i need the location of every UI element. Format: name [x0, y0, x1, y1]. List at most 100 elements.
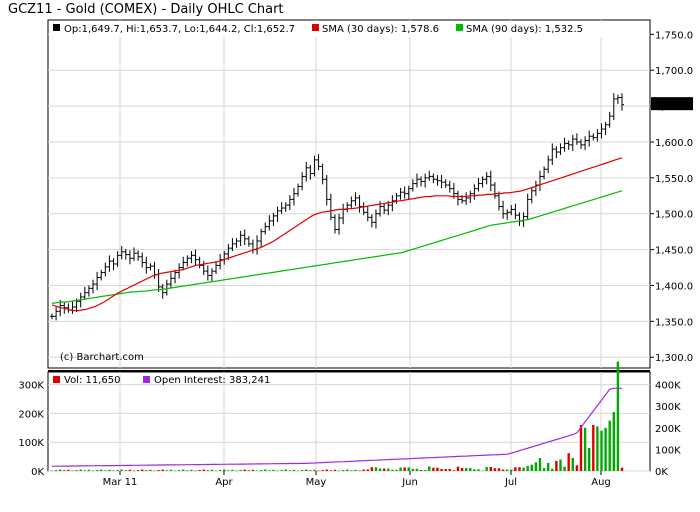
volume-bar: [132, 470, 136, 472]
volume-bar: [395, 469, 398, 471]
volume-bar: [419, 470, 423, 471]
volume-bar: [456, 466, 460, 471]
volume-bar: [95, 470, 99, 471]
last-price-label: 1,652.7: [654, 100, 692, 111]
volume-bar: [616, 361, 620, 471]
open-interest-line: [51, 387, 622, 467]
volume-bar: [546, 462, 550, 471]
volume-bar: [75, 470, 78, 471]
volume-bar: [497, 468, 501, 471]
volume-bar: [510, 469, 513, 471]
price-ytick-label: 1,450.0: [655, 246, 693, 257]
volume-bar: [173, 470, 177, 472]
volume-bar: [350, 470, 353, 471]
volume-bar: [485, 466, 488, 471]
volume-bar: [309, 470, 312, 471]
volume-left-tick-label: 200K: [18, 409, 44, 420]
volume-bar: [194, 470, 197, 472]
volume-bar: [136, 470, 140, 471]
sma90-legend-swatch: [456, 24, 463, 31]
volume-bar: [83, 470, 87, 471]
x-tick-label: Apr: [215, 477, 233, 488]
price-ytick-label: 1,400.0: [655, 281, 693, 292]
volume-bar: [313, 469, 316, 471]
volume-bar: [202, 469, 205, 471]
volume-bar: [551, 468, 554, 471]
volume-panel-frame: [47, 371, 651, 472]
volume-bar: [79, 469, 82, 471]
volume-bar: [296, 470, 300, 472]
volume-bar: [292, 469, 296, 471]
volume-right-tick-label: 400K: [655, 381, 681, 392]
volume-bar: [358, 470, 361, 472]
volume-bar: [300, 470, 304, 471]
volume-bar: [415, 468, 419, 471]
volume-bar: [567, 453, 570, 471]
volume-bar: [239, 470, 242, 471]
volume-bar: [272, 469, 275, 471]
volume-bar: [366, 469, 369, 471]
volume-bar: [317, 470, 320, 472]
volume-bar: [268, 470, 271, 471]
volume-bar: [63, 470, 66, 471]
volume-bar: [489, 466, 492, 471]
volume-bar: [141, 469, 144, 471]
volume-bar: [592, 424, 595, 471]
volume-bar: [460, 467, 464, 471]
volume-bar: [247, 470, 251, 471]
volume-bar: [276, 470, 279, 472]
ohlc-legend-text: Op:1,649.7, Hi:1,653.7, Lo:1,644.2, Cl:1…: [64, 24, 295, 35]
volume-bar: [387, 468, 390, 471]
volume-bar: [583, 427, 587, 471]
volume-bar: [124, 470, 128, 471]
volume-bar: [481, 470, 484, 472]
volume-bar: [259, 470, 263, 471]
vol-legend-text: Vol: 11,650: [64, 375, 121, 386]
price-ytick-label: 1,550.0: [655, 174, 693, 185]
volume-bar: [280, 470, 283, 471]
oi-legend-swatch: [143, 376, 150, 383]
volume-bar: [399, 467, 402, 471]
volume-left-tick-label: 0K: [31, 467, 44, 478]
volume-bar: [452, 470, 456, 471]
volume-bar: [518, 467, 521, 471]
x-tick-label: Aug: [591, 477, 611, 488]
barchart-credit: (c) Barchart.com: [60, 352, 144, 363]
volume-bar: [100, 469, 103, 471]
volume-bar: [469, 467, 472, 471]
volume-bar: [169, 469, 173, 471]
volume-bar: [128, 469, 132, 471]
volume-bar: [116, 470, 119, 471]
volume-left-tick-label: 100K: [18, 438, 44, 449]
price-panel-frame: [47, 19, 651, 369]
volume-bar: [71, 470, 74, 472]
volume-bar: [575, 465, 579, 471]
volume-bar: [596, 426, 599, 471]
volume-bar: [288, 470, 292, 471]
volume-bar: [59, 469, 62, 471]
volume-right-tick-label: 200K: [655, 424, 681, 435]
price-ytick-label: 1,700.0: [655, 66, 693, 77]
chart-title: GCZ11 - Gold (COMEX) - Daily OHLC Chart: [8, 2, 284, 17]
volume-bar: [284, 469, 287, 471]
x-tick-label: Mar 11: [103, 477, 138, 488]
volume-bar: [620, 467, 624, 471]
sma30-line: [51, 157, 623, 312]
x-tick-label: Jun: [401, 477, 418, 488]
volume-bar: [108, 469, 111, 471]
volume-bar: [473, 469, 476, 471]
volume-bar: [464, 467, 468, 471]
volume-bar: [255, 470, 259, 472]
volume-bar: [448, 469, 451, 471]
volume-left-tick-label: 300K: [18, 381, 44, 392]
volume-bar: [432, 467, 435, 471]
volume-bar: [227, 470, 230, 471]
volume-bar: [145, 470, 148, 471]
legend-background: [49, 21, 649, 37]
sma90-legend-text: SMA (90 days): 1,532.5: [466, 24, 583, 35]
volume-bar: [608, 420, 611, 471]
vol-legend-swatch: [53, 376, 60, 383]
volume-bar: [190, 469, 193, 471]
